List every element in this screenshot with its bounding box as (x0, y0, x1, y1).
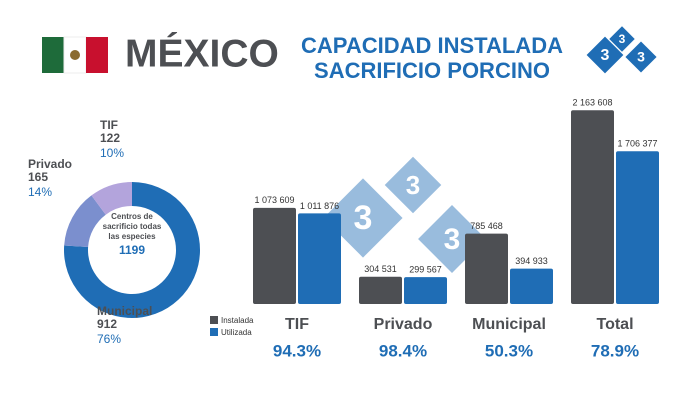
bar (298, 213, 341, 304)
legend-swatch (210, 316, 218, 324)
center-label: Centros de (111, 212, 153, 221)
donut-slice (64, 182, 200, 318)
legend-swatch (210, 328, 218, 336)
watermark-digit: 3 (406, 170, 420, 200)
slice-percent: 76% (97, 332, 121, 346)
slice-value: 165 (28, 170, 48, 184)
slice-label: TIF (100, 118, 118, 132)
bar (359, 276, 402, 304)
watermark-digit: 3 (444, 223, 461, 256)
logo: 3 3 3 (586, 26, 657, 74)
legend-label: Instalada (221, 316, 254, 325)
slice-value: 122 (100, 131, 120, 145)
slice-percent: 10% (100, 146, 124, 160)
bar-label: 299 567 (409, 265, 442, 275)
bar-label: 2 163 608 (572, 98, 612, 108)
utilization-label: 78.9% (591, 341, 639, 360)
category-label: Privado (374, 316, 433, 333)
utilization-label: 98.4% (379, 341, 427, 360)
bar-label: 1 706 377 (617, 139, 657, 149)
logo-digit: 3 (619, 32, 626, 46)
category-label: Total (596, 316, 633, 333)
center-label: las especies (108, 232, 156, 241)
center-label: sacrificio todas (103, 222, 162, 231)
utilization-label: 94.3% (273, 341, 321, 360)
bar (465, 233, 508, 304)
bar (253, 207, 296, 304)
category-label: TIF (285, 316, 309, 333)
utilization-label: 50.3% (485, 341, 533, 360)
flag (42, 36, 108, 74)
logo-digit: 3 (601, 47, 610, 64)
center-value: 1199 (119, 243, 145, 257)
bar-label: 785 468 (470, 221, 503, 231)
watermark: 3 3 3 (323, 156, 486, 273)
bar-label: 1 011 876 (300, 201, 339, 211)
watermark-digit: 3 (354, 199, 373, 237)
slice-value: 912 (97, 317, 117, 331)
donut-slice (91, 182, 132, 215)
bar (404, 277, 447, 304)
logo-digit: 3 (637, 49, 645, 65)
title-line: SACRIFICIO PORCINO (314, 58, 550, 83)
slice-percent: 14% (28, 185, 52, 199)
slice-label: Privado (28, 157, 72, 171)
bar (571, 110, 614, 305)
bar-label: 394 933 (515, 256, 548, 266)
bar (510, 268, 553, 304)
legend-label: Utilizada (221, 328, 252, 337)
bar (616, 151, 659, 304)
bar-label: 304 531 (364, 264, 397, 274)
donut-slice (64, 195, 106, 248)
title-line: CAPACIDAD INSTALADA (301, 33, 563, 58)
category-label: Municipal (472, 316, 546, 333)
slice-label: Municipal (97, 304, 152, 318)
country: MÉXICO (125, 31, 279, 75)
bar-label: 1 073 609 (254, 195, 294, 205)
